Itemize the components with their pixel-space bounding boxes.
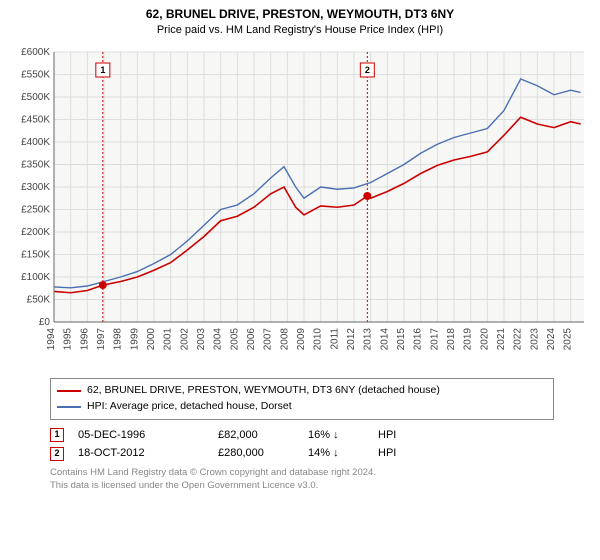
legend-swatch bbox=[57, 406, 81, 408]
svg-text:£600K: £600K bbox=[21, 47, 50, 58]
svg-text:£50K: £50K bbox=[27, 295, 51, 306]
svg-text:2010: 2010 bbox=[313, 328, 324, 351]
svg-text:2003: 2003 bbox=[196, 328, 207, 351]
footer-line: This data is licensed under the Open Gov… bbox=[50, 480, 554, 493]
svg-text:2024: 2024 bbox=[546, 328, 557, 351]
svg-text:£350K: £350K bbox=[21, 160, 50, 171]
transaction-marker: 2 bbox=[50, 447, 64, 461]
transaction-date: 05-DEC-1996 bbox=[78, 426, 218, 445]
svg-text:2001: 2001 bbox=[163, 328, 174, 351]
svg-text:2023: 2023 bbox=[529, 328, 540, 351]
svg-text:£550K: £550K bbox=[21, 70, 50, 81]
svg-text:1996: 1996 bbox=[79, 328, 90, 351]
svg-text:2015: 2015 bbox=[396, 328, 407, 351]
legend-label: HPI: Average price, detached house, Dors… bbox=[87, 399, 292, 415]
svg-text:£0: £0 bbox=[39, 317, 51, 328]
transaction-table: 1 05-DEC-1996 £82,000 16% ↓ HPI 2 18-OCT… bbox=[50, 426, 554, 463]
svg-text:2022: 2022 bbox=[513, 328, 524, 351]
svg-text:2011: 2011 bbox=[329, 328, 340, 350]
footer: Contains HM Land Registry data © Crown c… bbox=[50, 467, 554, 493]
transaction-diff: 14% ↓ bbox=[308, 444, 378, 463]
transaction-date: 18-OCT-2012 bbox=[78, 444, 218, 463]
svg-text:1997: 1997 bbox=[96, 328, 107, 351]
svg-text:2007: 2007 bbox=[263, 328, 274, 351]
svg-text:2021: 2021 bbox=[496, 328, 507, 351]
svg-text:2017: 2017 bbox=[429, 328, 440, 351]
svg-text:1995: 1995 bbox=[63, 328, 74, 351]
svg-text:2009: 2009 bbox=[296, 328, 307, 351]
svg-text:2008: 2008 bbox=[279, 328, 290, 351]
legend-item: 62, BRUNEL DRIVE, PRESTON, WEYMOUTH, DT3… bbox=[57, 383, 547, 399]
svg-text:£150K: £150K bbox=[21, 250, 50, 261]
chart-subtitle: Price paid vs. HM Land Registry's House … bbox=[10, 23, 590, 38]
svg-text:£200K: £200K bbox=[21, 227, 50, 238]
svg-text:2002: 2002 bbox=[179, 328, 190, 351]
legend-item: HPI: Average price, detached house, Dors… bbox=[57, 399, 547, 415]
svg-text:2012: 2012 bbox=[346, 328, 357, 351]
svg-text:£450K: £450K bbox=[21, 115, 50, 126]
svg-text:2013: 2013 bbox=[363, 328, 374, 351]
svg-text:2016: 2016 bbox=[413, 328, 424, 351]
svg-text:2006: 2006 bbox=[246, 328, 257, 351]
transaction-price: £82,000 bbox=[218, 426, 308, 445]
svg-text:2014: 2014 bbox=[379, 328, 390, 351]
svg-text:1999: 1999 bbox=[129, 328, 140, 351]
svg-text:1: 1 bbox=[100, 65, 105, 75]
svg-text:2004: 2004 bbox=[213, 328, 224, 351]
svg-text:£250K: £250K bbox=[21, 205, 50, 216]
transaction-note: HPI bbox=[378, 444, 396, 463]
svg-text:£400K: £400K bbox=[21, 137, 50, 148]
svg-text:£300K: £300K bbox=[21, 182, 50, 193]
table-row: 2 18-OCT-2012 £280,000 14% ↓ HPI bbox=[50, 444, 554, 463]
transaction-marker: 1 bbox=[50, 428, 64, 442]
svg-text:2: 2 bbox=[365, 65, 370, 75]
chart-area: 1 2 £0 £50K £100K £150K £200K £250K £300K £350K £4… bbox=[10, 42, 590, 372]
svg-text:2000: 2000 bbox=[146, 328, 157, 351]
transaction-note: HPI bbox=[378, 426, 396, 445]
svg-text:2019: 2019 bbox=[463, 328, 474, 351]
svg-text:2025: 2025 bbox=[563, 328, 574, 351]
legend: 62, BRUNEL DRIVE, PRESTON, WEYMOUTH, DT3… bbox=[50, 378, 554, 420]
table-row: 1 05-DEC-1996 £82,000 16% ↓ HPI bbox=[50, 426, 554, 445]
transaction-price: £280,000 bbox=[218, 444, 308, 463]
chart-title: 62, BRUNEL DRIVE, PRESTON, WEYMOUTH, DT3… bbox=[10, 6, 590, 23]
page-root: 62, BRUNEL DRIVE, PRESTON, WEYMOUTH, DT3… bbox=[0, 0, 600, 560]
price-chart: 1 2 £0 £50K £100K £150K £200K £250K £300K £350K £4… bbox=[10, 42, 590, 372]
svg-text:£500K: £500K bbox=[21, 92, 50, 103]
footer-line: Contains HM Land Registry data © Crown c… bbox=[50, 467, 554, 480]
svg-text:1998: 1998 bbox=[113, 328, 124, 351]
svg-text:1994: 1994 bbox=[46, 328, 57, 351]
svg-text:2018: 2018 bbox=[446, 328, 457, 351]
transaction-diff: 16% ↓ bbox=[308, 426, 378, 445]
legend-swatch bbox=[57, 390, 81, 392]
svg-text:£100K: £100K bbox=[21, 272, 50, 283]
svg-text:2020: 2020 bbox=[479, 328, 490, 351]
svg-text:2005: 2005 bbox=[229, 328, 240, 351]
legend-label: 62, BRUNEL DRIVE, PRESTON, WEYMOUTH, DT3… bbox=[87, 383, 440, 399]
